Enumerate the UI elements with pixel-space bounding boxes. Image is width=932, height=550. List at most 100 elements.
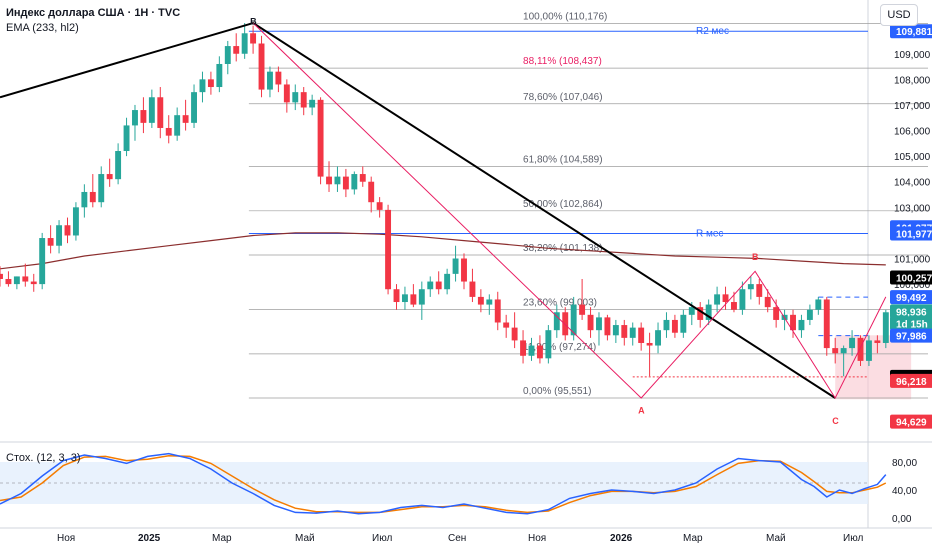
price-label-box [890,270,932,285]
candle-body [638,327,645,343]
symbol-title: Индекс доллара США · 1Н · TVC [6,7,180,19]
candle-body [157,97,164,128]
candle-body [64,225,71,236]
fib-level-label: 0,00% (95,551) [523,386,591,397]
time-tick-label: Ноя [528,533,546,544]
candle-body [275,71,282,85]
candle-body [680,314,687,333]
wave-label: B [250,16,257,26]
candle-body [22,276,29,282]
fib-level-label: 50,00% (102,864) [523,199,603,210]
candle-body [731,302,737,310]
stochastic-title: Стох. (12, 3, 3) [6,452,81,464]
candle-body [216,63,223,88]
price-label-text: 99,492 [896,293,927,304]
price-label-text: 98,936 [896,307,927,318]
time-tick-label: Сен [448,533,466,544]
candle-body [612,325,619,336]
stochastic-tick-label: 80,00 [892,458,917,469]
candle-body [5,278,12,285]
currency-button[interactable]: USD [880,4,918,26]
price-label-text: 109,881 [896,27,932,38]
candle-body [300,92,307,108]
candle-body [115,151,122,180]
candle-body [655,330,661,346]
wave-label: B [752,252,759,262]
candle-body [123,125,130,152]
candle-body [663,319,670,331]
candle-body [207,79,214,88]
candle-body [368,181,375,203]
candle-body [199,79,206,93]
candle-body [410,294,417,305]
fib-level-label: 11,80% (97,274) [523,342,596,353]
candle-body [89,191,96,203]
candle-body [596,317,602,331]
candle-body [98,174,105,203]
candle-body [359,174,366,182]
time-tick-label: Ноя [57,533,75,544]
candle-body [536,345,543,359]
price-label-box [890,290,932,305]
fib-level-label: 88,11% (108,437) [523,56,602,67]
fib-level-label: 61,80% (104,589) [523,155,603,166]
candle-body [790,314,796,331]
candle-body [646,342,653,346]
candle-body [309,99,316,108]
candle-body [756,284,763,297]
time-tick-label: Май [295,533,315,544]
time-tick-label: Июл [372,533,392,544]
candle-body [747,284,754,290]
candle-body [250,33,257,44]
candle-body [444,273,451,290]
candle-body [13,276,20,285]
candle-body [773,307,780,320]
candle-body [0,273,3,279]
price-tick-label: 107,000 [894,101,931,112]
stochastic-tick-label: 0,00 [892,514,912,525]
price-label-text: 100,257 [896,274,932,285]
fib-level-label: 23,60% (99,003) [523,298,597,309]
price-label-box [890,226,932,241]
candle-body [562,312,569,336]
candle-body [418,289,425,305]
monthly-level-label: R2 мес [696,26,729,37]
price-label-box [890,316,932,331]
candle-body [832,348,839,354]
monthly-level-label: R мес [696,229,723,240]
candle-body [401,294,408,303]
time-tick-label: Май [766,533,786,544]
candle-body [604,317,611,336]
price-label-text: 101,977 [896,230,932,241]
candle-body [317,99,324,177]
candle-body [56,225,63,246]
candle-body [106,174,113,180]
time-tick-label: Мар [212,533,232,544]
candle-body [376,202,383,210]
price-label-box [890,328,932,343]
fib-level-label: 78,60% (107,046) [523,92,603,103]
ema-line [0,232,886,270]
candle-body [165,127,172,136]
candle-body [191,92,197,123]
symbol-line: Индекс доллара США · 1Н · TVC [6,7,181,19]
candle-body [283,84,290,103]
candle-body [393,289,400,303]
price-tick-label: 100,000 [894,280,931,291]
candle-body [579,304,586,315]
candle-body [764,296,771,308]
price-label-box [890,24,932,39]
candle-body [697,307,704,320]
candle-body [469,281,476,297]
time-tick-label: Мар [683,533,703,544]
candle-body [705,304,712,320]
candle-body [857,337,864,361]
price-label-box [890,304,932,319]
candle-body [722,294,729,303]
candle-body [258,43,265,90]
time-tick-label: 2026 [610,533,633,544]
candle-body [132,110,138,126]
candle-body [486,299,493,305]
candle-body [815,299,822,310]
